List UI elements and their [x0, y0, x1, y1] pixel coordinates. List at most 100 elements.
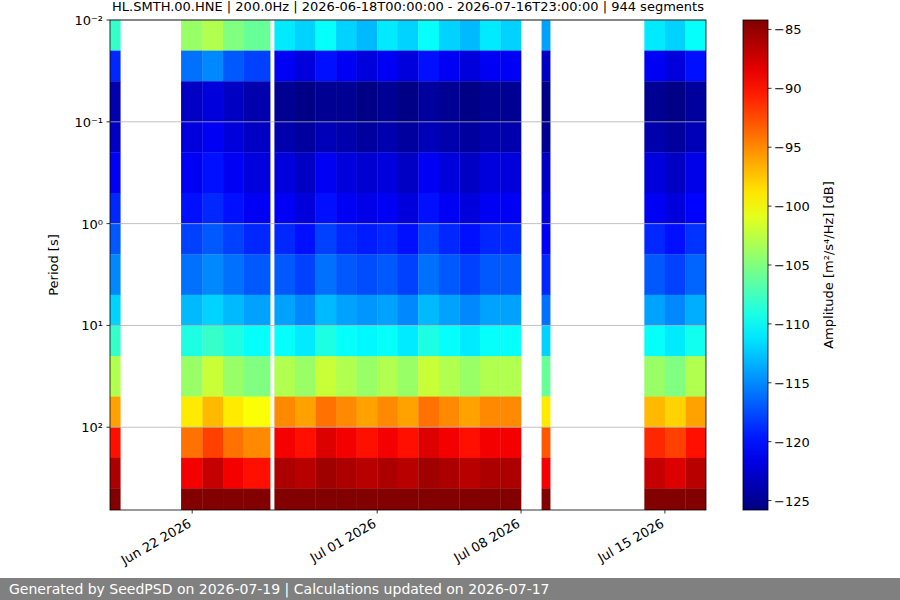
cell — [665, 295, 686, 326]
cell — [274, 152, 295, 193]
cell — [202, 325, 223, 356]
cell — [418, 458, 439, 489]
cell — [685, 20, 706, 51]
cell — [181, 254, 203, 295]
tick — [107, 427, 111, 428]
cell — [398, 489, 419, 510]
cell — [336, 397, 357, 428]
tick — [768, 323, 772, 324]
cell — [418, 325, 439, 356]
cell — [644, 458, 665, 489]
cell — [665, 489, 686, 510]
cell — [439, 356, 460, 397]
cell — [398, 193, 419, 224]
cell — [480, 295, 501, 326]
cell — [685, 193, 706, 224]
cell — [181, 193, 203, 224]
cell — [398, 325, 419, 356]
cell — [295, 489, 316, 510]
cell — [665, 20, 686, 51]
cell — [357, 458, 378, 489]
cell — [459, 224, 480, 255]
cell — [223, 224, 244, 255]
cell — [439, 51, 460, 82]
cell — [316, 458, 337, 489]
cell — [316, 51, 337, 82]
cell — [418, 152, 439, 193]
cell — [357, 489, 378, 510]
cell — [377, 81, 398, 122]
tick — [768, 147, 772, 148]
cell — [244, 81, 271, 122]
cell — [480, 224, 501, 255]
cell — [439, 489, 460, 510]
grid-line — [110, 121, 706, 122]
cell — [542, 295, 551, 326]
cell — [357, 122, 378, 153]
cell — [398, 427, 419, 458]
cell — [223, 152, 244, 193]
cell — [110, 20, 121, 51]
cell — [480, 51, 501, 82]
cell — [244, 458, 271, 489]
cell — [480, 458, 501, 489]
grid-line — [110, 223, 706, 224]
cell — [644, 152, 665, 193]
cell — [181, 397, 203, 428]
cell — [244, 295, 271, 326]
cell — [202, 427, 223, 458]
cell — [418, 51, 439, 82]
cell — [418, 254, 439, 295]
cell — [316, 122, 337, 153]
cell — [644, 397, 665, 428]
cell — [223, 81, 244, 122]
cell — [202, 122, 223, 153]
axis-title: Period [s] — [46, 234, 61, 296]
cell — [377, 254, 398, 295]
cell — [295, 122, 316, 153]
cell — [274, 254, 295, 295]
footer: Generated by SeedPSD on 2026-07-19 | Cal… — [9, 581, 550, 598]
cell — [685, 489, 706, 510]
cell — [480, 427, 501, 458]
cell — [542, 20, 551, 51]
cell — [357, 152, 378, 193]
cell — [336, 152, 357, 193]
cell — [398, 81, 419, 122]
cell — [377, 397, 398, 428]
cell — [244, 427, 271, 458]
cell — [480, 81, 501, 122]
cell — [500, 20, 521, 51]
cell — [665, 254, 686, 295]
cell — [295, 397, 316, 428]
cell — [181, 489, 203, 510]
cell — [336, 489, 357, 510]
tick — [768, 500, 772, 501]
cell — [223, 295, 244, 326]
cell — [644, 489, 665, 510]
cell — [459, 458, 480, 489]
cell — [398, 20, 419, 51]
cell — [542, 224, 551, 255]
cell — [357, 397, 378, 428]
tick-label: 10⁻² — [74, 13, 103, 28]
cell — [336, 224, 357, 255]
cell — [110, 81, 121, 122]
cell — [295, 427, 316, 458]
cell — [316, 427, 337, 458]
tick-label: Jun 22 2026 — [118, 516, 194, 569]
cell — [459, 356, 480, 397]
cell — [459, 295, 480, 326]
tick — [107, 325, 111, 326]
grid-line — [110, 325, 706, 326]
cell — [202, 489, 223, 510]
tick — [521, 510, 522, 514]
cell — [685, 397, 706, 428]
cell — [685, 224, 706, 255]
cell — [398, 295, 419, 326]
cell — [357, 356, 378, 397]
cell — [459, 397, 480, 428]
cell — [542, 81, 551, 122]
cell — [480, 325, 501, 356]
cell — [377, 224, 398, 255]
